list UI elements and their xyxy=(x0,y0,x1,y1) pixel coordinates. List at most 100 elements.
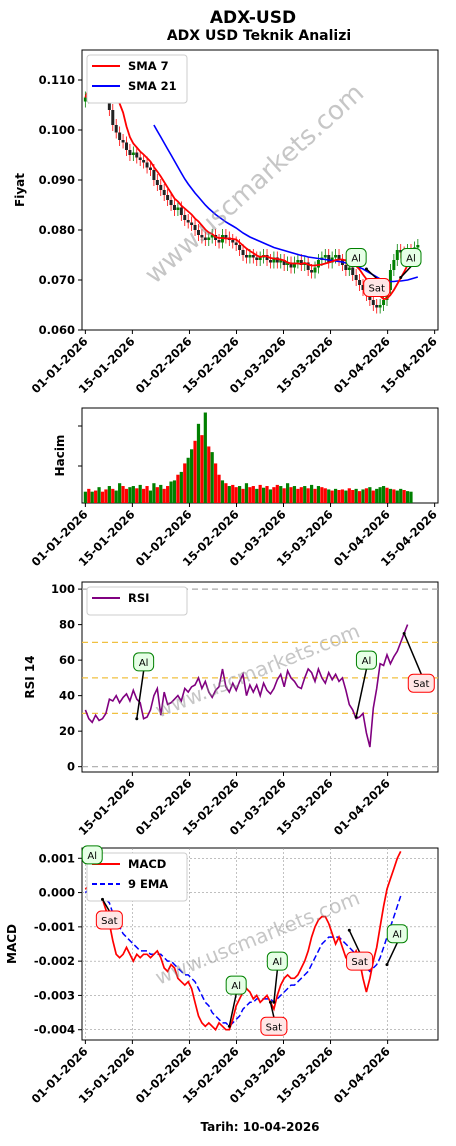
macd-signal-bubble-arrow xyxy=(386,942,398,965)
volume-bar xyxy=(279,486,283,503)
volume-bar xyxy=(135,488,139,503)
macd-signal-bubble-label: Al xyxy=(392,930,402,941)
price-candle xyxy=(159,185,163,190)
volume-bar xyxy=(405,491,410,503)
volume-bar xyxy=(83,491,87,503)
rsi-signal-arrowhead xyxy=(135,717,139,721)
volume-bar xyxy=(217,474,221,503)
price-signal-arrowhead xyxy=(399,276,403,279)
macd-legend-label: MACD xyxy=(128,857,166,871)
volume-bar xyxy=(162,488,166,503)
volume-bar xyxy=(285,483,290,503)
volume-bar xyxy=(227,486,231,503)
macd-signal-bubble-arrowhead xyxy=(100,897,104,901)
price-candle xyxy=(179,207,183,215)
rsi-signal-label: Al xyxy=(362,656,372,667)
volume-bar xyxy=(131,486,135,503)
volume-bar xyxy=(234,487,238,503)
price-candle xyxy=(238,245,242,250)
volume-bar xyxy=(265,486,269,503)
price-candle xyxy=(124,142,128,150)
volume-bar xyxy=(121,486,125,503)
macd-frame xyxy=(81,847,439,1041)
price-ytick-label: 0.100 xyxy=(39,123,75,137)
volume-bar xyxy=(207,446,211,503)
rsi-xtick-label: 01-04-2026 xyxy=(331,776,393,838)
price-candle xyxy=(354,275,358,280)
volume-bar xyxy=(176,474,180,503)
volume-bar xyxy=(344,490,348,503)
price-candle xyxy=(217,240,221,243)
price-candle xyxy=(183,215,187,220)
price-candle xyxy=(395,250,399,260)
volume-bar xyxy=(159,484,163,503)
price-ytick-label: 0.080 xyxy=(39,223,75,237)
volume-bar xyxy=(392,489,396,503)
rsi-ytick-label: 40 xyxy=(59,689,75,703)
price-candle xyxy=(344,265,348,270)
price-signal-label: Al xyxy=(351,254,361,265)
price-candle xyxy=(186,220,190,223)
macd-signal-bubble-label: Al xyxy=(231,981,241,992)
volume-bar xyxy=(351,489,355,503)
rsi-legend-label: RSI xyxy=(128,591,149,605)
price-candle xyxy=(196,230,200,235)
price-candle xyxy=(111,110,115,125)
volume-bar xyxy=(275,484,279,503)
volume-bar xyxy=(357,491,362,503)
volume-bar xyxy=(255,488,259,503)
price-candle xyxy=(289,262,293,268)
price-candle xyxy=(131,152,135,155)
macd-signal-bubble-label: Al xyxy=(87,851,97,862)
volume-bar xyxy=(100,491,105,503)
volume-ylabel: Hacim xyxy=(53,435,67,477)
volume-bar xyxy=(155,487,159,503)
volume-bar xyxy=(244,483,249,503)
rsi-signal-arrowhead xyxy=(402,631,406,635)
price-candle xyxy=(323,255,327,258)
macd-ytick-label: 0.001 xyxy=(39,851,75,865)
macd-ylabel: MACD xyxy=(5,924,19,964)
macd-signal-bubble-arrow xyxy=(101,899,110,912)
price-signal-arrow xyxy=(365,268,378,280)
price-candle xyxy=(255,257,259,260)
volume-bar xyxy=(309,484,314,503)
price-candle xyxy=(416,245,420,248)
macd-signal-bubble-bubble xyxy=(260,1016,288,1036)
volume-bar xyxy=(347,488,351,503)
price-candle xyxy=(241,250,245,255)
volume-bar xyxy=(385,487,389,503)
price-candle xyxy=(282,260,286,265)
price-candle xyxy=(166,195,170,200)
rsi-ytick-label: 0 xyxy=(67,760,75,774)
price-signal-label: Sat xyxy=(369,284,385,295)
volume-bar xyxy=(330,490,334,503)
price-signal-bubble xyxy=(363,278,391,297)
volume-bar xyxy=(142,488,146,503)
price-candle xyxy=(361,285,365,290)
price-candle xyxy=(306,262,310,270)
volume-bar xyxy=(94,490,98,503)
price-signal-bubble xyxy=(400,248,422,267)
rsi-signal-bubble xyxy=(355,650,377,670)
rsi-ytick-label: 80 xyxy=(59,618,75,632)
price-candle xyxy=(148,167,152,170)
price-candle xyxy=(200,235,204,238)
price-candle xyxy=(371,300,375,305)
volume-bar xyxy=(268,489,273,503)
price-legend-label: SMA 7 xyxy=(128,59,169,73)
volume-bar xyxy=(241,488,245,503)
volume-bar xyxy=(340,489,345,503)
price-candle xyxy=(392,260,396,270)
volume-bar xyxy=(296,488,300,503)
price-candle xyxy=(296,260,300,263)
price-candle xyxy=(207,237,211,240)
rsi-signal-arrow xyxy=(136,670,145,719)
volume-bar xyxy=(111,488,115,503)
volume-bar xyxy=(251,486,255,503)
macd-legend-label: 9 EMA xyxy=(128,877,168,891)
macd-signal-line xyxy=(84,888,402,1028)
price-candle xyxy=(292,262,296,268)
price-candle xyxy=(128,150,132,155)
